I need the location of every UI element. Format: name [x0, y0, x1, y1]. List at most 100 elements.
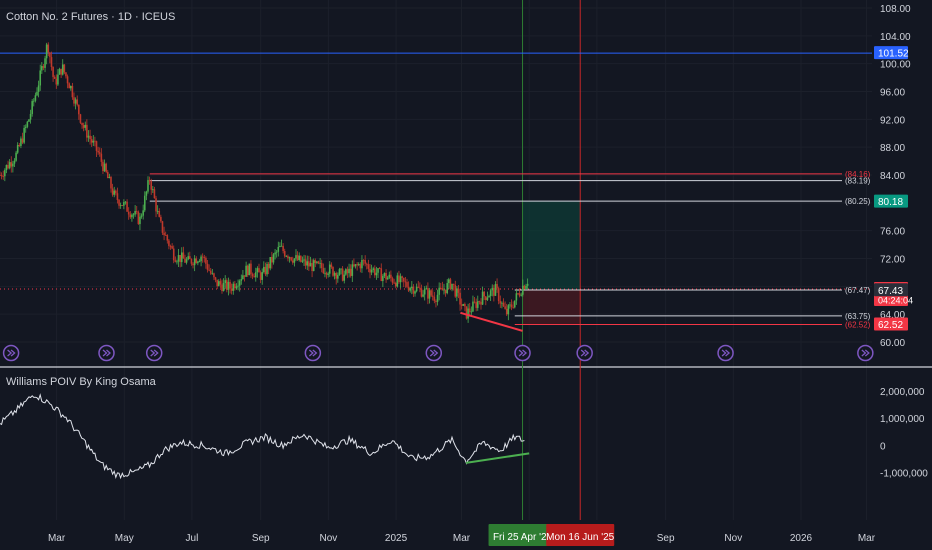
indicator-tick-label: -1,000,000 [880, 468, 928, 479]
candle-body [435, 301, 437, 302]
candle-body [279, 245, 281, 247]
candle-body [135, 210, 138, 212]
candle-body [98, 152, 101, 154]
candle-body [303, 259, 305, 261]
candle-body [470, 311, 473, 313]
candle-body [330, 264, 333, 267]
position-target-zone [522, 201, 581, 291]
candle-body [163, 232, 165, 236]
candle-body [290, 257, 292, 261]
candle-body [63, 64, 66, 73]
candle-body [433, 296, 436, 302]
time-tick-label: Nov [319, 533, 337, 544]
candle-body [431, 295, 434, 297]
candle-body [41, 66, 43, 71]
candle-body [422, 294, 424, 297]
candle-body [505, 308, 508, 315]
candle-body [155, 198, 157, 212]
candle-body [197, 261, 199, 264]
horizontal-level-label: (83.19) [845, 177, 871, 186]
candle-body [137, 211, 140, 225]
candle-body [375, 272, 378, 276]
candle-body [320, 263, 323, 269]
candle-body [522, 285, 524, 295]
candle-body [50, 57, 53, 67]
candle-body [399, 276, 402, 283]
candle-body [520, 294, 523, 296]
candle-body [438, 287, 440, 295]
candle-body [467, 308, 469, 319]
candle-body [206, 263, 209, 270]
time-tick-label: Jul [186, 533, 199, 544]
candle-body [24, 126, 27, 128]
candle-body [245, 265, 247, 277]
price-badge [874, 194, 908, 208]
vertical-date-badge [546, 524, 615, 546]
candle-body [172, 248, 175, 261]
price-tick-label: 72.00 [880, 255, 905, 266]
candle-body [184, 258, 186, 263]
candle-body [274, 252, 276, 255]
candle-body [308, 261, 310, 267]
candle-body [142, 210, 144, 216]
candle-body [382, 275, 384, 282]
candle-body [441, 288, 444, 291]
price-tick-label: 96.00 [880, 88, 905, 99]
candle-body [282, 245, 284, 252]
candle-body [176, 261, 178, 263]
candle-body [37, 85, 40, 92]
candle-body [131, 214, 133, 218]
candle-body [486, 297, 489, 301]
candle-body [464, 304, 466, 307]
price-tick-label: 76.00 [880, 227, 905, 238]
candle-body [119, 205, 122, 206]
candle-body [153, 189, 156, 199]
candle-body [473, 301, 476, 303]
candle-body [415, 286, 418, 292]
candle-body [147, 180, 149, 192]
candle-body [103, 163, 106, 172]
candle-body [372, 268, 375, 270]
candle-body [504, 306, 506, 309]
candle-body [79, 114, 82, 123]
indicator-tick-label: 1,000,000 [880, 414, 925, 425]
candle-body [94, 140, 96, 142]
candle-body [362, 259, 365, 261]
candle-body [143, 195, 146, 211]
candle-body [230, 288, 233, 291]
candle-body [28, 119, 30, 122]
candle-body [180, 252, 183, 263]
candle-body [214, 277, 217, 280]
event-marker-arrow [861, 349, 870, 357]
candle-body [78, 104, 80, 115]
price-badge-value: 67.43 [878, 286, 903, 297]
candle-body [81, 122, 83, 126]
candle-body [198, 261, 201, 262]
candle-body [171, 246, 173, 249]
candle-body [57, 74, 59, 85]
candle-body [49, 52, 51, 58]
candle-body [277, 246, 280, 252]
candle-body [325, 272, 328, 275]
candle-body [346, 269, 349, 274]
candle-body [219, 281, 222, 285]
candle-body [216, 279, 218, 287]
candle-body [32, 100, 35, 102]
candle-body [388, 274, 391, 278]
candle-body [439, 287, 442, 289]
time-tick-label: Mar [858, 533, 876, 544]
time-tick-label: Sep [252, 533, 270, 544]
candle-body [456, 288, 458, 297]
candle-body [335, 272, 338, 279]
candle-body [221, 284, 223, 292]
candle-body [327, 273, 329, 275]
candle-body [287, 256, 289, 259]
candle-body [370, 269, 373, 273]
candle-body [158, 210, 161, 217]
price-badge-value: 101.52 [878, 49, 909, 60]
price-tick-label: 84.00 [880, 171, 905, 182]
candle-body [480, 301, 482, 305]
candle-body [496, 284, 498, 289]
candle-body [401, 276, 403, 278]
